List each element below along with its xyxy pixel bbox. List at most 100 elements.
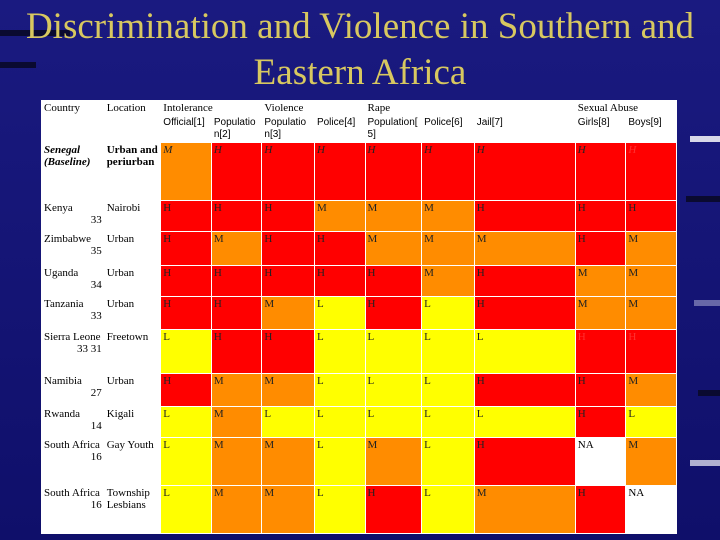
rating-cell: M xyxy=(364,231,423,266)
rating-cell: M xyxy=(574,264,627,297)
table-body: Senegal (Baseline) Urban and periurban M H H… xyxy=(41,141,677,534)
country-name: Senegal (Baseline) xyxy=(44,144,91,168)
rating-cell: M xyxy=(421,264,475,297)
rating-cell: L xyxy=(313,295,366,331)
rating-cell: L xyxy=(421,372,475,408)
location-cell: Nairobi xyxy=(103,200,162,233)
rating-cell: L xyxy=(473,406,576,439)
rating-cell: H xyxy=(473,141,576,202)
rating-cell: M xyxy=(261,437,315,487)
table-row: Zimbabwe 35 Urban H M H H M M M H M xyxy=(41,231,677,266)
rating-cell: M xyxy=(364,200,423,233)
rating-cell: NA xyxy=(625,485,677,534)
table-row: Tanzania 33 Urban H H M L H L H M M xyxy=(41,295,677,331)
rating-cell: H xyxy=(574,141,627,202)
rating-cell: M xyxy=(210,406,263,439)
rating-cell: H xyxy=(625,329,677,374)
rating-cell: L xyxy=(313,485,366,534)
rating-cell: M xyxy=(473,231,576,266)
country-rank: 33 xyxy=(90,214,102,227)
subcolumn-header: Populatio n[3] xyxy=(261,115,315,143)
rating-cell: H xyxy=(574,200,627,233)
table-row: South Africa 16 Gay Youth L M M L M L H NA M xyxy=(41,437,677,487)
country-name: Uganda xyxy=(44,266,79,279)
rating-cell: H xyxy=(574,485,627,534)
rating-cell: L xyxy=(421,437,475,487)
rating-cell: H xyxy=(313,141,366,202)
country-name: South Africa xyxy=(44,439,100,452)
country-header: Country xyxy=(41,100,105,143)
data-table: Country Location Intolerance Violence Ra… xyxy=(41,100,678,534)
rating-cell: M xyxy=(261,485,315,534)
rating-cell: H xyxy=(473,372,576,408)
rating-cell: L xyxy=(364,406,423,439)
country-rank: 27 xyxy=(90,386,102,399)
group-header-intolerance: Intolerance xyxy=(160,100,263,116)
rating-cell: M xyxy=(625,295,677,331)
rating-cell: H xyxy=(261,264,315,297)
rating-cell: H xyxy=(625,200,677,233)
subcolumn-header: Girls[8] xyxy=(574,115,627,143)
location-cell: Urban xyxy=(103,295,162,331)
rating-cell: H xyxy=(574,406,627,439)
location-cell: Freetown xyxy=(103,329,162,374)
rating-cell: M xyxy=(625,372,677,408)
country-cell: Uganda 34 xyxy=(41,264,105,297)
rating-cell: M xyxy=(421,200,475,233)
rating-cell: H xyxy=(625,141,677,202)
rating-cell: M xyxy=(210,231,263,266)
rating-cell: M xyxy=(574,295,627,331)
rating-cell: H xyxy=(473,295,576,331)
rating-cell: H xyxy=(574,329,627,374)
location-cell: Urban xyxy=(103,372,162,408)
rating-cell: H xyxy=(364,485,423,534)
decorative-stripe xyxy=(698,390,720,396)
table-row: Kenya 33 Nairobi H H H M M M H H H xyxy=(41,200,677,233)
location-cell: Kigali xyxy=(103,406,162,439)
rating-cell: L xyxy=(421,485,475,534)
country-cell: South Africa 16 xyxy=(41,485,105,534)
country-cell: Senegal (Baseline) xyxy=(41,141,105,202)
rating-cell: H xyxy=(210,295,263,331)
country-rank: 16 xyxy=(90,499,102,512)
rating-cell: M xyxy=(210,437,263,487)
rating-cell: H xyxy=(261,231,315,266)
subcolumn-header: Population[ 5] xyxy=(364,115,423,143)
rating-cell: L xyxy=(160,329,212,374)
decorative-stripe xyxy=(690,460,720,466)
rating-cell: H xyxy=(160,231,212,266)
location-cell: Urban xyxy=(103,231,162,266)
country-rank: 33 xyxy=(90,309,102,322)
rating-cell: L xyxy=(160,437,212,487)
rating-cell: M xyxy=(210,372,263,408)
country-name: Namibia xyxy=(44,374,82,387)
rating-cell: H xyxy=(364,141,423,202)
rating-cell: H xyxy=(210,329,263,374)
rating-cell: H xyxy=(313,231,366,266)
rating-cell: H xyxy=(160,295,212,331)
subcolumn-header: Populatio n[2] xyxy=(210,115,263,143)
rating-cell: H xyxy=(574,231,627,266)
rating-cell: H xyxy=(473,264,576,297)
rating-cell: H xyxy=(473,200,576,233)
country-name: Tanzania xyxy=(44,297,84,310)
rating-cell: L xyxy=(421,406,475,439)
rating-cell: H xyxy=(364,264,423,297)
table-row: Namibia 27 Urban H M M L L L H H M xyxy=(41,372,677,408)
rating-cell: M xyxy=(625,437,677,487)
country-name: Rwanda xyxy=(44,408,81,421)
rating-cell: H xyxy=(160,264,212,297)
country-cell: Kenya 33 xyxy=(41,200,105,233)
rating-cell: M xyxy=(625,264,677,297)
header-sub-row: Official[1] Populatio n[2] Populatio n[3… xyxy=(42,115,677,143)
location-cell: Township Lesbians xyxy=(103,485,162,534)
rating-cell: NA xyxy=(574,437,627,487)
rating-cell: H xyxy=(473,437,576,487)
subcolumn-header: Boys[9] xyxy=(625,115,677,143)
rating-cell: H xyxy=(261,141,315,202)
rating-cell: L xyxy=(364,372,423,408)
rating-cell: M xyxy=(210,485,263,534)
rating-cell: H xyxy=(261,329,315,374)
country-name: Zimbabwe xyxy=(44,233,92,246)
country-name: Sierra Leone xyxy=(44,331,101,344)
